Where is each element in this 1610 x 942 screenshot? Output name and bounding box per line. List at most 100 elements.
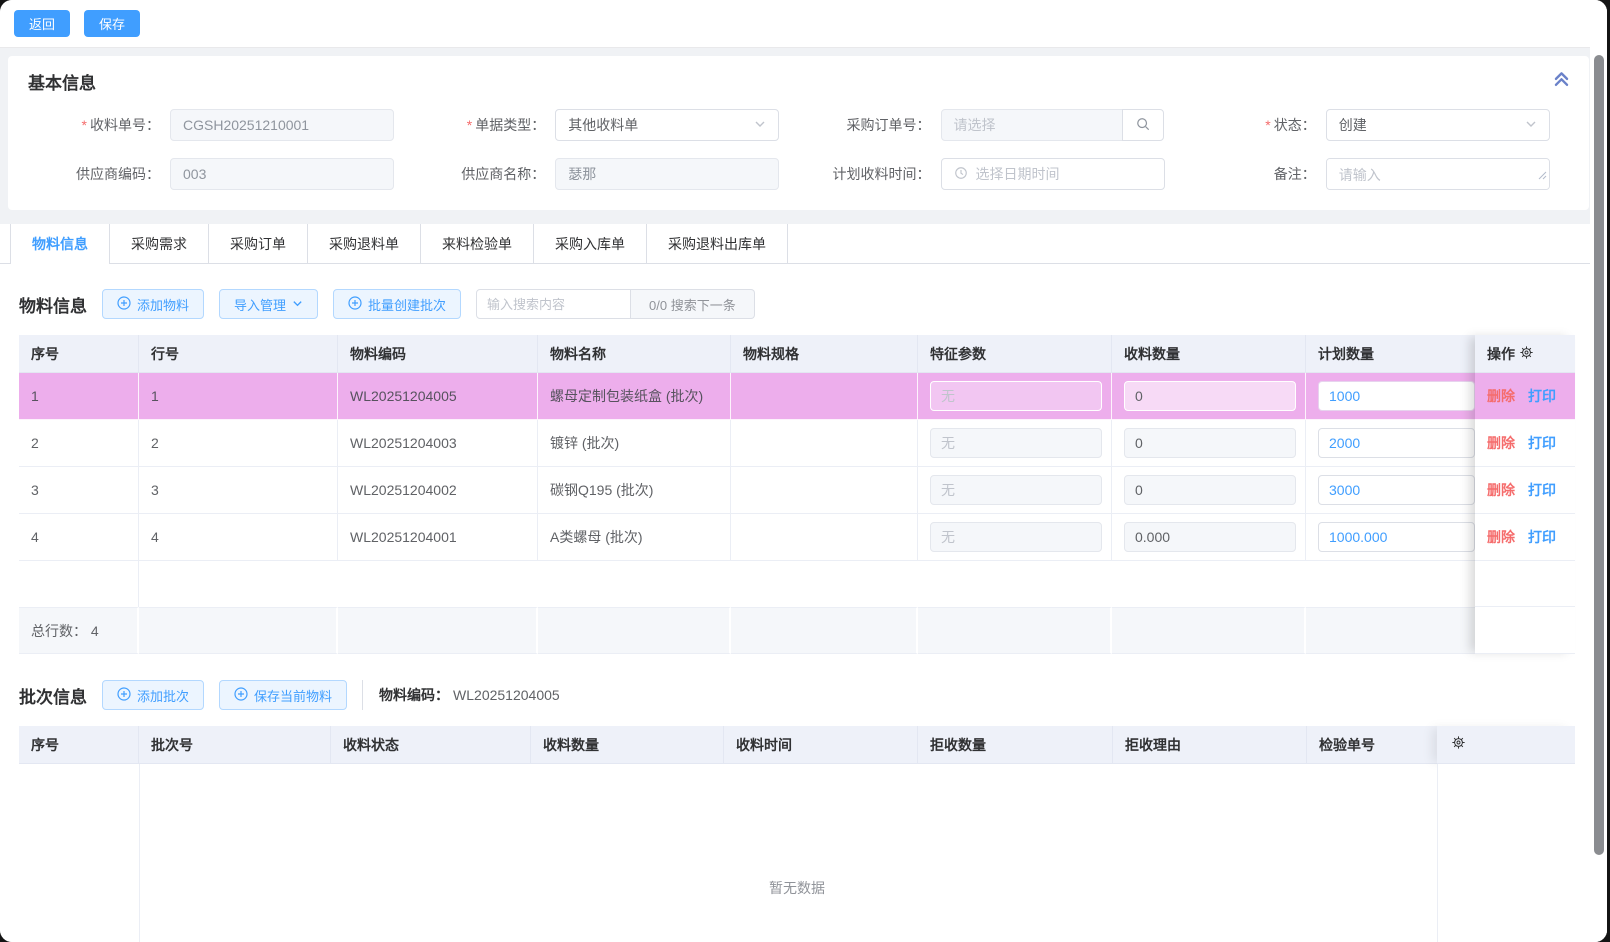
required-marker: * xyxy=(81,117,87,133)
supplier-code-input[interactable] xyxy=(170,158,394,190)
receipt-no-label: * 收料单号： xyxy=(28,109,170,141)
cell-feature xyxy=(918,514,1112,561)
table-row[interactable]: 1 1 WL20251204005 螺母定制包装纸盒 (批次) xyxy=(19,373,1575,420)
cell-receive-qty xyxy=(1112,467,1306,514)
basic-info-title: 基本信息 xyxy=(28,74,96,93)
feature-input[interactable] xyxy=(930,381,1102,411)
row-actions: 删除 打印 xyxy=(1475,373,1575,420)
tab-incoming-inspection[interactable]: 来料检验单 xyxy=(421,224,534,263)
plan-qty-input[interactable] xyxy=(1318,381,1475,411)
print-link[interactable]: 打印 xyxy=(1528,435,1556,451)
tab-purchase-return-outbound[interactable]: 采购退料出库单 xyxy=(647,224,788,263)
feature-input[interactable] xyxy=(930,522,1102,552)
receive-qty-input[interactable] xyxy=(1124,381,1296,411)
print-link[interactable]: 打印 xyxy=(1528,529,1556,545)
scrollbar-track[interactable] xyxy=(1590,0,1607,942)
plan-qty-input[interactable] xyxy=(1318,475,1475,505)
receive-qty-input[interactable] xyxy=(1124,428,1296,458)
tab-material-info[interactable]: 物料信息 xyxy=(10,224,110,264)
current-material-code: 物料编码： WL20251204005 xyxy=(362,680,560,710)
tab-purchase-order[interactable]: 采购订单 xyxy=(209,224,308,263)
summary-cell xyxy=(1112,607,1306,654)
summary-cell xyxy=(538,607,731,654)
scrollbar-thumb[interactable] xyxy=(1594,55,1604,855)
tab-purchase-demand[interactable]: 采购需求 xyxy=(110,224,209,263)
plan-qty-input[interactable] xyxy=(1318,428,1475,458)
doc-type-label-text: 单据类型： xyxy=(475,117,546,133)
batch-section-header: 批次信息 添加批次 保存当前物料 物料编码： WL20251204005 xyxy=(19,654,1607,710)
col-header-spec: 物料规格 xyxy=(731,335,918,373)
tab-purchase-return[interactable]: 采购退料单 xyxy=(308,224,421,263)
field-status: * 状态： 创建 xyxy=(1184,109,1569,141)
save-current-material-button[interactable]: 保存当前物料 xyxy=(219,680,348,710)
feature-input[interactable] xyxy=(930,475,1102,505)
remark-wrap xyxy=(1325,158,1550,190)
col-header-actions: 操作 xyxy=(1475,335,1575,373)
actions-header-label: 操作 xyxy=(1487,345,1515,362)
tab-bar: 物料信息 采购需求 采购订单 采购退料单 来料检验单 采购入库单 采购退料出库单 xyxy=(0,224,1607,264)
plan-qty-input[interactable] xyxy=(1318,522,1475,552)
receive-qty-input[interactable] xyxy=(1124,475,1296,505)
summary-cell xyxy=(731,607,918,654)
batch-table: 序号 批次号 收料状态 收料数量 收料时间 拒收数量 拒收理由 检验单号 暂无数… xyxy=(19,726,1575,942)
summary-cell xyxy=(139,607,338,654)
print-link[interactable]: 打印 xyxy=(1528,388,1556,404)
cell-code: WL20251204003 xyxy=(338,420,538,467)
doc-type-select[interactable]: 其他收料单 xyxy=(555,109,780,141)
field-remark: 备注： xyxy=(1184,158,1569,190)
delete-link[interactable]: 删除 xyxy=(1487,529,1515,545)
col-header-line: 行号 xyxy=(139,335,338,373)
field-po-no: 采购订单号： xyxy=(799,109,1184,141)
po-no-search-button[interactable] xyxy=(1121,109,1164,141)
plan-time-placeholder: 选择日期时间 xyxy=(975,166,1060,182)
plan-time-input[interactable]: 选择日期时间 xyxy=(940,158,1165,190)
cell-spec xyxy=(731,420,918,467)
row-actions: 删除 打印 xyxy=(1475,420,1575,467)
cell-spec xyxy=(731,467,918,514)
doc-type-value: 其他收料单 xyxy=(568,117,639,133)
receipt-no-input[interactable] xyxy=(170,109,394,141)
material-search-input[interactable] xyxy=(476,289,632,319)
plus-circle-icon xyxy=(117,686,131,704)
search-next-button[interactable]: 0/0 搜索下一条 xyxy=(631,289,755,319)
tab-purchase-inbound[interactable]: 采购入库单 xyxy=(534,224,647,263)
empty-row xyxy=(19,561,1575,607)
main-panel: 物料信息 采购需求 采购订单 采购退料单 来料检验单 采购入库单 采购退料出库单… xyxy=(0,224,1607,942)
po-no-input[interactable] xyxy=(940,109,1123,141)
cell-feature xyxy=(918,420,1112,467)
gear-icon[interactable] xyxy=(1451,735,1466,755)
remark-textarea[interactable] xyxy=(1325,158,1550,190)
cell-receive-qty xyxy=(1112,373,1306,420)
col-header-receive-time: 收料时间 xyxy=(724,726,918,764)
receive-qty-input[interactable] xyxy=(1124,522,1296,552)
save-button[interactable]: 保存 xyxy=(84,10,141,37)
summary-cell xyxy=(338,607,538,654)
delete-link[interactable]: 删除 xyxy=(1487,482,1515,498)
add-batch-button[interactable]: 添加批次 xyxy=(102,680,205,710)
col-header-code: 物料编码 xyxy=(338,335,538,373)
batch-create-button[interactable]: 批量创建批次 xyxy=(333,289,462,319)
import-manage-button[interactable]: 导入管理 xyxy=(219,289,319,319)
supplier-code-label: 供应商编码： xyxy=(28,158,170,190)
table-row[interactable]: 3 3 WL20251204002 碳钢Q195 (批次) xyxy=(19,467,1575,514)
collapse-button[interactable] xyxy=(1552,69,1571,91)
back-button[interactable]: 返回 xyxy=(14,10,71,37)
po-no-label-text: 采购订单号： xyxy=(846,117,931,133)
add-material-button[interactable]: 添加物料 xyxy=(102,289,205,319)
feature-input[interactable] xyxy=(930,428,1102,458)
delete-link[interactable]: 删除 xyxy=(1487,435,1515,451)
material-section-header: 物料信息 添加物料 导入管理 批量创建批次 0/0 搜索下一条 xyxy=(19,264,1607,319)
table-row[interactable]: 4 4 WL20251204001 A类螺母 (批次) xyxy=(19,514,1575,561)
gear-icon[interactable] xyxy=(1519,345,1534,363)
col-header-receive-qty: 收料数量 xyxy=(1112,335,1306,373)
chevron-down-icon xyxy=(1525,117,1537,133)
delete-link[interactable]: 删除 xyxy=(1487,388,1515,404)
print-link[interactable]: 打印 xyxy=(1528,482,1556,498)
status-select[interactable]: 创建 xyxy=(1325,109,1550,141)
cell-code: WL20251204002 xyxy=(338,467,538,514)
table-row[interactable]: 2 2 WL20251204003 镀锌 (批次) xyxy=(19,420,1575,467)
total-rows-label: 总行数： 4 xyxy=(19,607,139,654)
supplier-name-input[interactable] xyxy=(555,158,780,190)
cell-spec xyxy=(731,373,918,420)
